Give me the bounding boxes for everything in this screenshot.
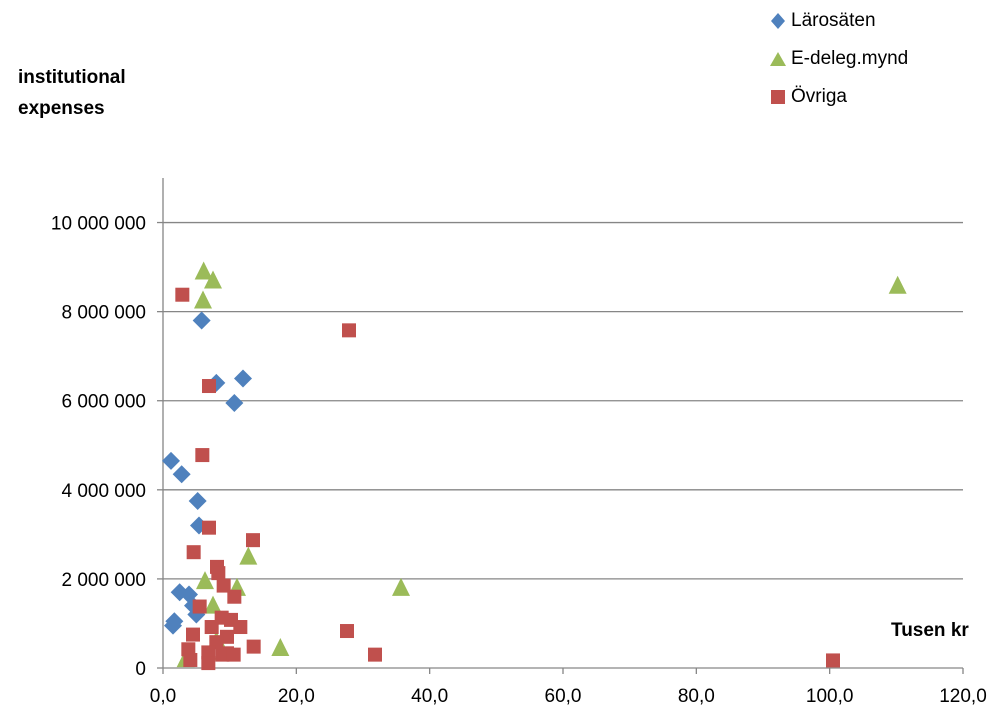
x-tick-labels: 0,0 20,0 40,0 60,0 80,0 100,0 120,0: [150, 686, 987, 707]
y-tick-label: 10 000 000: [51, 214, 146, 235]
x-tick-label: 120,0: [939, 686, 987, 707]
data-point-ovriga: [216, 578, 231, 593]
data-point-ovriga: [201, 645, 216, 660]
data-point-larosaten: [188, 491, 207, 510]
data-point-ovriga: [340, 624, 354, 639]
data-point-edeleg: [239, 546, 258, 565]
data-point-ovriga: [195, 448, 210, 463]
data-point-larosaten: [172, 465, 191, 484]
data-point-larosaten: [225, 393, 244, 412]
legend-item-ovriga: Övriga: [768, 78, 908, 116]
legend-item-edeleg: E-deleg.mynd: [768, 40, 908, 78]
data-point-ovriga: [342, 323, 356, 338]
data-point-ovriga: [211, 566, 226, 581]
x-tick-label: 60,0: [545, 686, 582, 707]
gridlines: [163, 221, 963, 580]
x-tick-label: 100,0: [806, 686, 854, 707]
data-point-ovriga: [186, 627, 200, 642]
data-point-ovriga: [226, 647, 241, 662]
y-tick-label: 6 000 000: [61, 392, 146, 413]
data-point-edeleg: [271, 637, 290, 656]
legend-label-edeleg: E-deleg.mynd: [791, 48, 909, 69]
data-point-edeleg: [204, 595, 222, 614]
y-axis-label: institutional expenses: [18, 67, 126, 119]
data-point-edeleg: [204, 270, 222, 289]
data-point-edeleg: [194, 290, 212, 309]
data-point-edeleg: [194, 261, 213, 280]
data-point-ovriga: [202, 520, 216, 535]
legend: Lärosäten E-deleg.mynd Övriga: [768, 2, 908, 116]
data-point-edeleg: [392, 577, 410, 596]
triangle-marker-icon: [768, 49, 788, 69]
axes: [157, 178, 964, 674]
data-point-ovriga: [368, 647, 382, 662]
data-point-larosaten: [162, 451, 180, 470]
legend-item-larosaten: Lärosäten: [768, 2, 908, 40]
data-point-ovriga: [186, 545, 201, 560]
data-point-ovriga: [233, 620, 248, 635]
data-point-ovriga: [826, 653, 840, 668]
y-tick-labels: 0 2 000 000 4 000 000 6 000 000 8 000 000 10 …: [51, 214, 146, 680]
data-point-ovriga: [181, 642, 196, 657]
x-axis-label: Tusen kr: [891, 620, 969, 641]
x-tick-label: 80,0: [678, 686, 715, 707]
legend-label-ovriga: Övriga: [791, 86, 847, 107]
data-point-larosaten: [192, 311, 211, 330]
data-point-ovriga: [220, 629, 234, 644]
data-point-ovriga: [246, 639, 261, 654]
data-point-ovriga: [204, 620, 219, 635]
data-point-ovriga: [201, 656, 216, 671]
data-point-ovriga: [192, 599, 207, 614]
data-point-ovriga: [183, 652, 198, 667]
x-tick-label: 0,0: [150, 686, 176, 707]
y-tick-label: 8 000 000: [61, 303, 146, 324]
data-point-larosaten: [234, 369, 252, 388]
y-tick-label: 2 000 000: [61, 570, 146, 591]
diamond-marker-icon: [768, 11, 788, 31]
data-point-ovriga: [246, 533, 260, 548]
square-marker-icon: [768, 87, 788, 107]
data-point-edeleg: [888, 275, 907, 294]
data-point-ovriga: [202, 379, 216, 394]
data-point-larosaten: [164, 616, 182, 635]
y-tick-label: 0: [135, 659, 146, 680]
data-point-edeleg: [196, 571, 214, 590]
x-tick-label: 20,0: [278, 686, 315, 707]
x-tick-label: 40,0: [411, 686, 448, 707]
legend-label-larosaten: Lärosäten: [791, 10, 876, 31]
y-tick-label: 4 000 000: [61, 481, 146, 502]
data-points: [162, 261, 907, 671]
data-point-ovriga: [175, 287, 190, 302]
data-point-ovriga: [227, 589, 242, 604]
